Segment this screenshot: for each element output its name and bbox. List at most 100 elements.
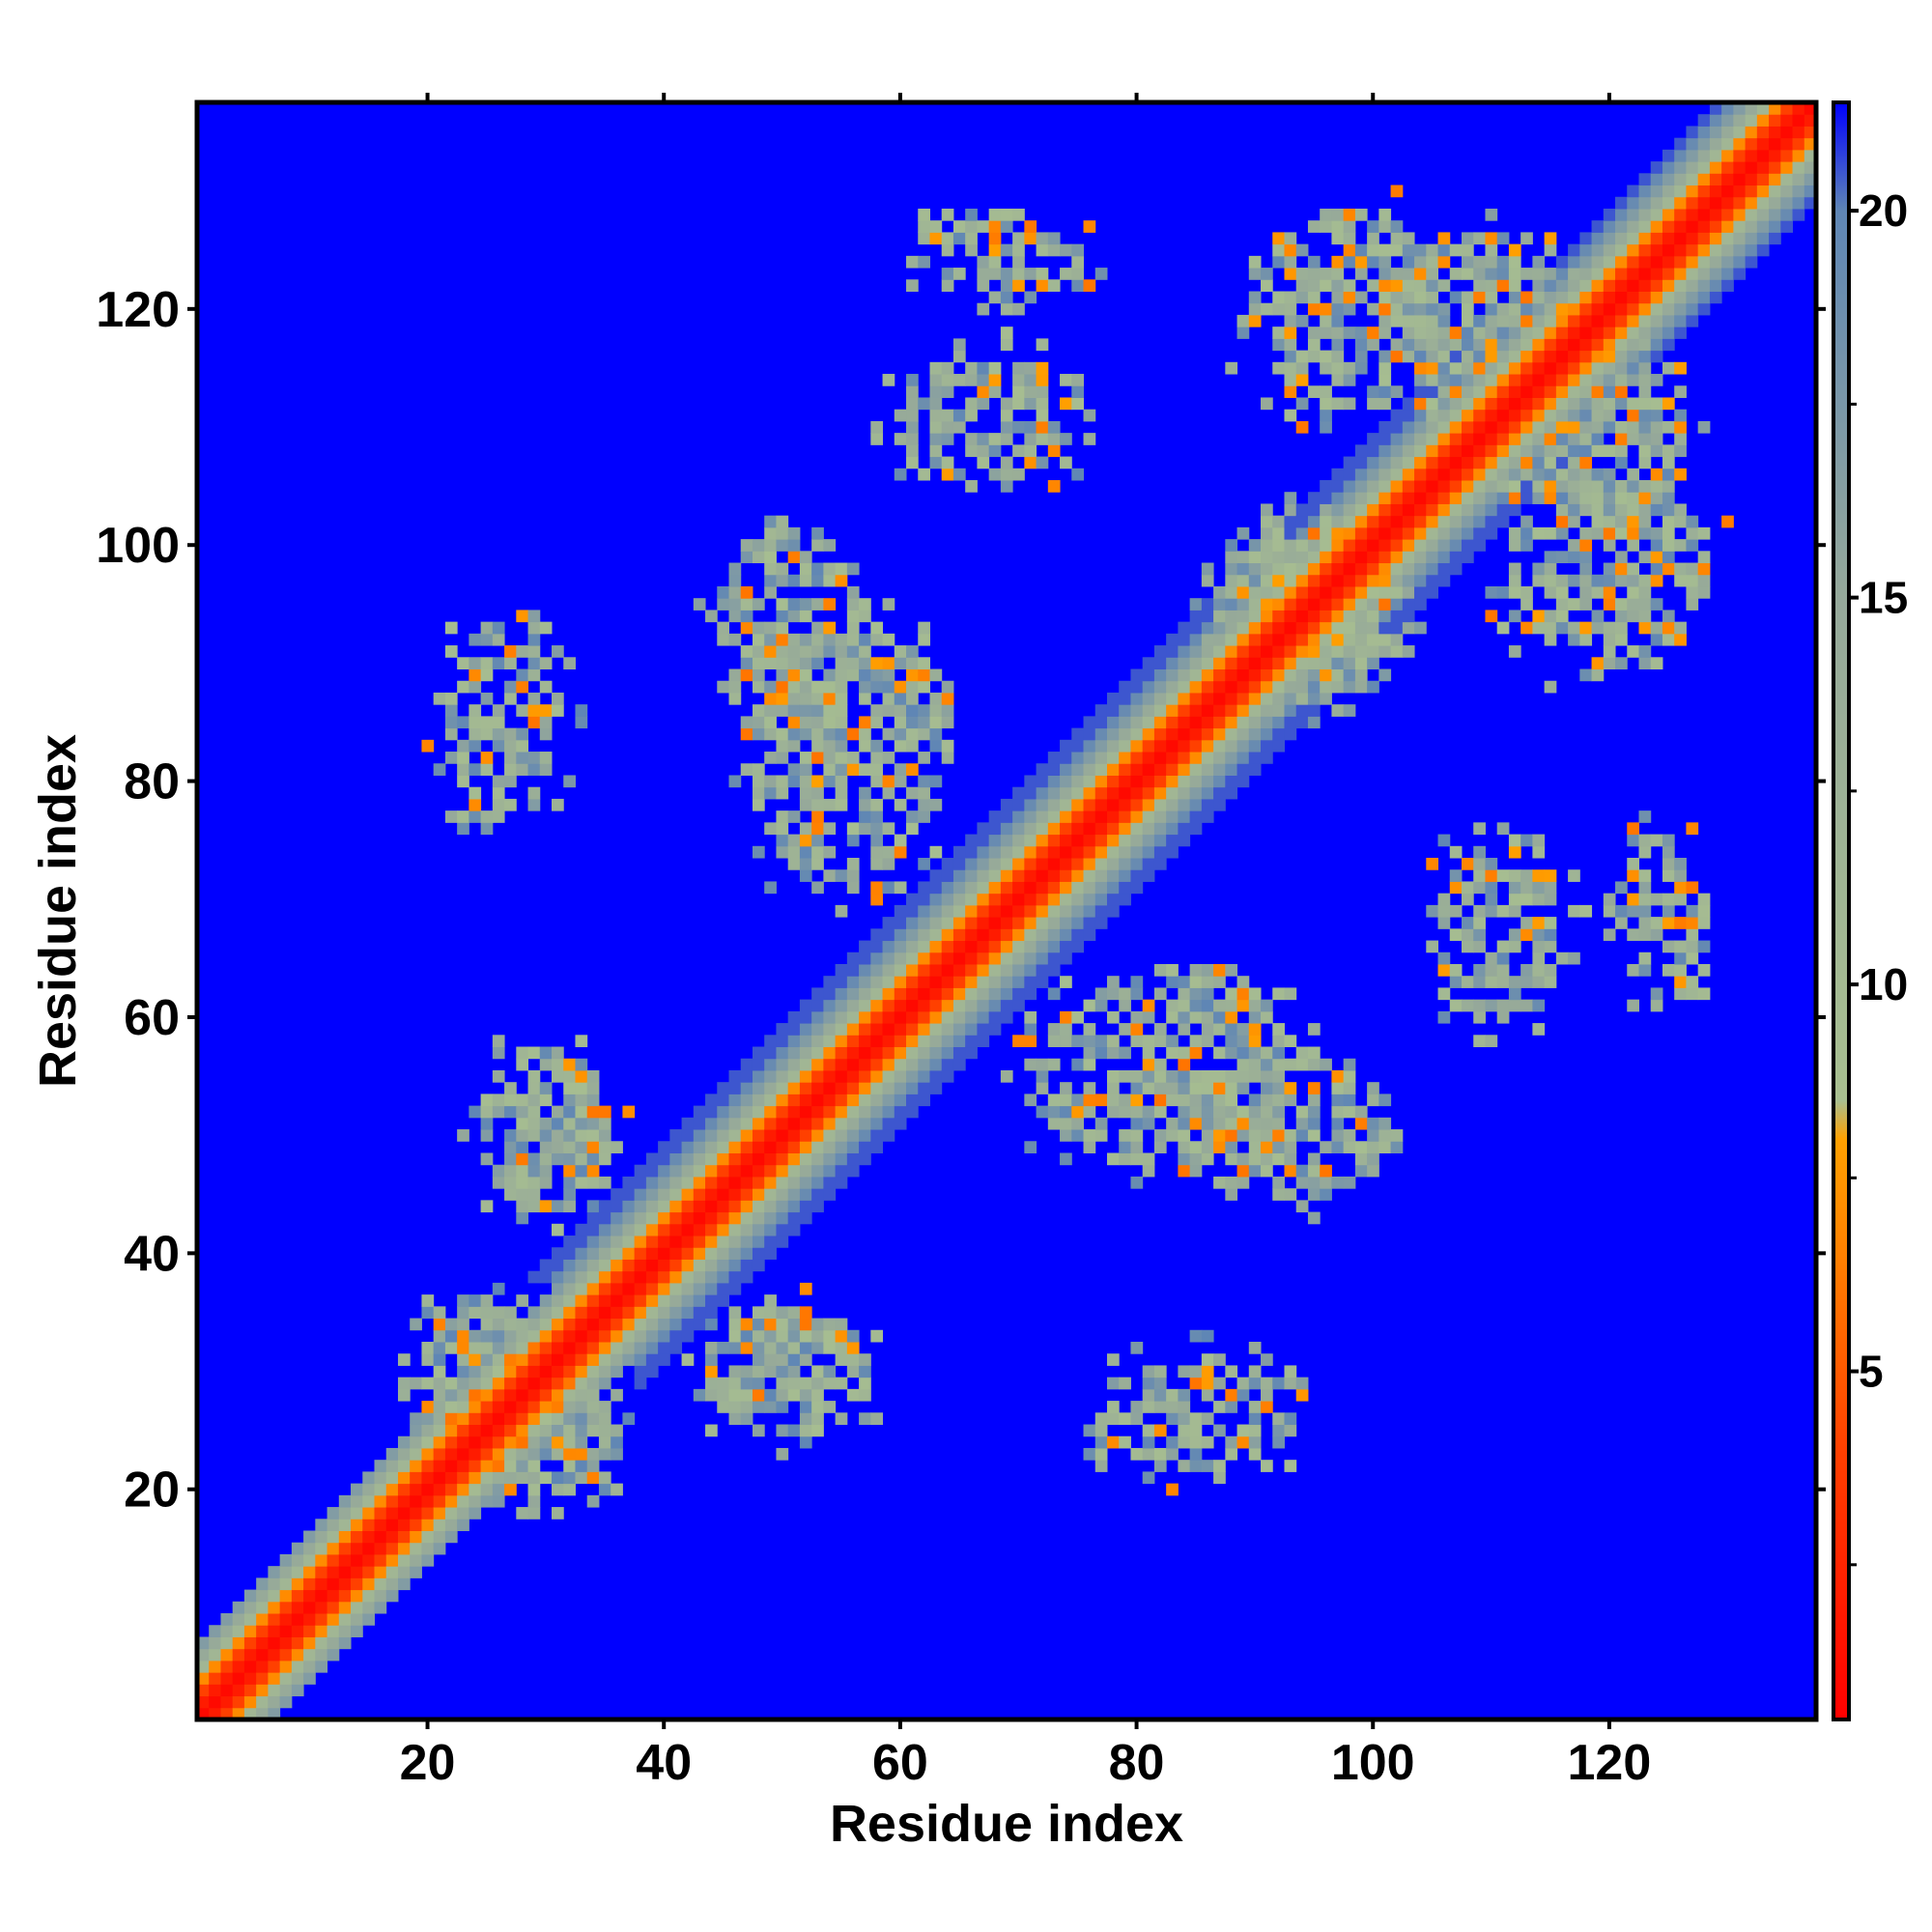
heatmap-cell	[1520, 515, 1533, 528]
heatmap-cell	[1320, 551, 1332, 564]
heatmap-cell	[1638, 845, 1652, 859]
heatmap-cell	[870, 928, 884, 942]
heatmap-cell	[1709, 291, 1722, 304]
heatmap-cell	[882, 1069, 895, 1083]
heatmap-cell	[1060, 940, 1072, 953]
heatmap-cell	[575, 1353, 588, 1366]
heatmap-cell	[268, 1672, 281, 1685]
heatmap-cell	[717, 1152, 730, 1166]
heatmap-cell	[1248, 1412, 1262, 1426]
heatmap-cell	[1697, 114, 1711, 127]
heatmap-cell	[776, 1046, 789, 1060]
heatmap-cell	[740, 1117, 753, 1130]
heatmap-cell	[1248, 1069, 1262, 1083]
heatmap-cell	[256, 1613, 269, 1626]
heatmap-cell	[469, 680, 482, 694]
heatmap-cell	[811, 1318, 824, 1331]
heatmap-cell	[1745, 137, 1758, 151]
heatmap-cell	[1638, 610, 1652, 623]
heatmap-cell	[787, 1129, 801, 1142]
heatmap-cell	[563, 1294, 576, 1307]
heatmap-cell	[611, 1270, 623, 1284]
heatmap-cell	[1697, 161, 1711, 174]
heatmap-cell	[1284, 610, 1297, 623]
heatmap-cell	[1568, 952, 1580, 965]
heatmap-cell	[469, 1483, 482, 1496]
heatmap-cell	[1367, 220, 1379, 233]
heatmap-cell	[1520, 338, 1533, 352]
heatmap-cell	[846, 1365, 860, 1378]
heatmap-cell	[1248, 680, 1262, 694]
heatmap-cell	[1449, 492, 1463, 504]
heatmap-cell	[575, 1105, 588, 1119]
heatmap-cell	[1520, 302, 1533, 316]
heatmap-cell	[1307, 1094, 1321, 1107]
heatmap-cell	[1307, 598, 1321, 611]
heatmap-cell	[740, 763, 753, 776]
heatmap-cell	[1709, 208, 1722, 221]
heatmap-cell	[823, 1164, 837, 1178]
heatmap-cell	[894, 763, 907, 776]
heatmap-cell	[705, 1211, 718, 1225]
heatmap-cell	[929, 232, 943, 245]
heatmap-cell	[1615, 598, 1628, 611]
heatmap-cell	[1686, 314, 1699, 327]
heatmap-cell	[1343, 610, 1356, 623]
heatmap-cell	[918, 1023, 930, 1036]
heatmap-cell	[717, 1377, 730, 1390]
heatmap-cell	[1130, 716, 1144, 729]
heatmap-cell	[1615, 904, 1628, 918]
heatmap-cell	[1627, 869, 1639, 882]
heatmap-cell	[1272, 1046, 1285, 1060]
heatmap-cell	[1555, 598, 1569, 611]
heatmap-cell	[457, 1483, 469, 1496]
heatmap-cell	[1449, 480, 1463, 493]
heatmap-cell	[444, 1329, 458, 1343]
heatmap-cell	[1000, 917, 1013, 929]
heatmap-cell	[1354, 350, 1368, 363]
heatmap-cell	[870, 858, 884, 870]
heatmap-cell	[1615, 526, 1628, 540]
heatmap-cell	[717, 1401, 730, 1413]
heatmap-cell	[1378, 1129, 1392, 1142]
heatmap-cell	[870, 704, 884, 717]
heatmap-cell	[1119, 1094, 1131, 1107]
heatmap-cell	[906, 739, 919, 753]
heatmap-cell	[457, 1306, 469, 1320]
y-axis-label: Residue index	[29, 734, 87, 1088]
heatmap-cell	[421, 1353, 435, 1366]
heatmap-cell	[1638, 904, 1652, 918]
heatmap-cell	[1544, 350, 1557, 363]
heatmap-cell	[1402, 397, 1415, 411]
heatmap-cell	[835, 633, 848, 646]
heatmap-cell	[728, 1259, 742, 1272]
heatmap-cell	[1461, 976, 1474, 988]
heatmap-cell	[1532, 562, 1546, 576]
heatmap-cell	[1792, 185, 1805, 198]
heatmap-cell	[835, 562, 848, 576]
heatmap-cell	[575, 1094, 588, 1107]
heatmap-cell	[1000, 987, 1013, 1001]
heatmap-cell	[1106, 1435, 1120, 1449]
heatmap-cell	[835, 987, 848, 1001]
heatmap-cell	[1485, 904, 1498, 918]
heatmap-cell	[1769, 196, 1781, 210]
heatmap-cell	[811, 845, 824, 859]
heatmap-cell	[1272, 585, 1285, 599]
heatmap-cell	[516, 1353, 529, 1366]
heatmap-cell	[894, 775, 907, 788]
heatmap-cell	[1166, 739, 1179, 753]
heatmap-cell	[1544, 633, 1557, 646]
heatmap-cell	[1414, 255, 1427, 269]
heatmap-cell	[220, 1684, 234, 1697]
heatmap-cell	[1662, 161, 1675, 174]
heatmap-cell	[1119, 834, 1131, 847]
heatmap-cell	[421, 1542, 435, 1555]
heatmap-cell	[859, 668, 871, 682]
heatmap-cell	[1638, 526, 1652, 540]
heatmap-cell	[397, 1530, 411, 1544]
heatmap-cell	[1485, 881, 1498, 895]
heatmap-cell	[740, 1377, 753, 1390]
heatmap-cell	[1485, 420, 1498, 434]
heatmap-cell	[1083, 1094, 1096, 1107]
